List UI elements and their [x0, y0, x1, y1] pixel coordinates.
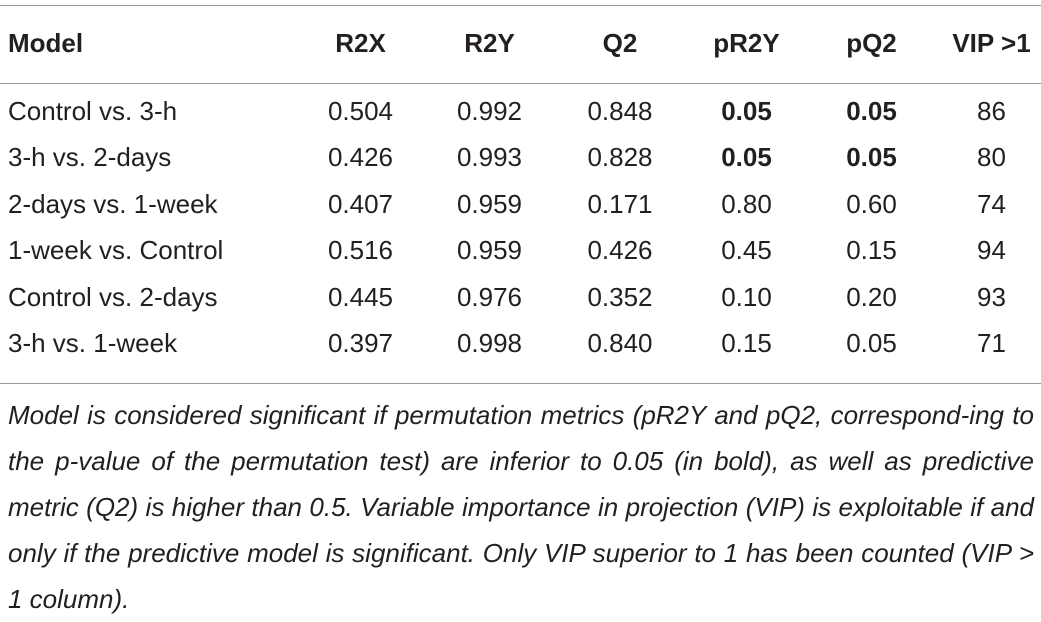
- cell-vip: 86: [977, 95, 1006, 126]
- table-row: 2-days vs. 1-week 0.407 0.959 0.171 0.80 0.60…: [0, 181, 1041, 228]
- cell-r2x: 0.397: [327, 328, 394, 359]
- table-footnote: Model is considered significant if permu…: [8, 400, 1034, 614]
- cell-r2x: 0.504: [327, 95, 394, 126]
- cell-vip: 74: [977, 188, 1006, 219]
- cell-pr2y: 0.15: [721, 328, 772, 359]
- cell-pq2: 0.15: [846, 235, 897, 266]
- cell-pq2: 0.05: [846, 328, 897, 359]
- cell-q2: 0.426: [587, 235, 653, 266]
- cell-vip: 93: [977, 281, 1006, 312]
- cell-pr2y: 0.45: [721, 235, 772, 266]
- cell-model: 3-h vs. 2-days: [8, 142, 172, 173]
- cell-q2: 0.352: [587, 281, 653, 312]
- cell-model: Control vs. 3-h: [8, 95, 178, 126]
- header-cell-vip: VIP >1: [952, 27, 1031, 58]
- header-row: Model R2X R2Y Q2 pR2Y pQ2 VIP >1: [0, 6, 1041, 80]
- cell-r2x: 0.516: [327, 235, 394, 266]
- table-row: Control vs. 2-days 0.445 0.976 0.352 0.10 0.2…: [0, 274, 1041, 321]
- table-row: 3-h vs. 2-days 0.426 0.993 0.828 0.05 0.05 80: [0, 135, 1041, 182]
- cell-q2: 0.840: [587, 328, 653, 359]
- table-row: 1-week vs. Control 0.516 0.959 0.426 0.45 0.1…: [0, 228, 1041, 275]
- cell-vip: 71: [977, 328, 1006, 359]
- header-cell-pr2y: pR2Y: [713, 27, 780, 58]
- header-cell-r2x: R2X: [335, 27, 386, 58]
- cell-r2y: 0.993: [456, 142, 523, 173]
- top-rule: [0, 5, 1041, 6]
- table-row: 3-h vs. 1-week 0.397 0.998 0.840 0.15 0.05 71: [0, 321, 1041, 368]
- results-table: Model R2X R2Y Q2 pR2Y pQ2 VIP >1 Control…: [0, 6, 1041, 367]
- cell-r2x: 0.426: [327, 142, 394, 173]
- cell-pr2y: 0.05: [721, 95, 772, 126]
- header-cell-model: Model: [8, 27, 84, 58]
- header-cell-r2y: R2Y: [464, 27, 515, 58]
- cell-vip: 80: [977, 142, 1006, 173]
- bottom-rule: [0, 383, 1041, 384]
- header-rule: [0, 83, 1041, 84]
- cell-pq2: 0.05: [846, 95, 897, 126]
- cell-r2y: 0.998: [456, 328, 523, 359]
- cell-q2: 0.171: [587, 188, 653, 219]
- cell-pr2y: 0.80: [721, 188, 772, 219]
- cell-pq2: 0.05: [846, 142, 897, 173]
- cell-r2x: 0.445: [327, 281, 394, 312]
- cell-vip: 94: [977, 235, 1006, 266]
- cell-r2y: 0.959: [456, 188, 523, 219]
- cell-q2: 0.828: [587, 142, 653, 173]
- cell-r2y: 0.959: [456, 235, 523, 266]
- table-figure: Model R2X R2Y Q2 pR2Y pQ2 VIP >1 Control…: [0, 5, 1041, 614]
- cell-pr2y: 0.05: [721, 142, 772, 173]
- cell-r2y: 0.976: [456, 281, 523, 312]
- cell-pq2: 0.60: [846, 188, 897, 219]
- cell-r2x: 0.407: [327, 188, 394, 219]
- header-cell-pq2: pQ2: [846, 27, 897, 58]
- cell-model: 3-h vs. 1-week: [8, 328, 178, 359]
- cell-r2y: 0.992: [456, 95, 523, 126]
- header-cell-q2: Q2: [602, 27, 638, 58]
- cell-model: Control vs. 2-days: [8, 281, 218, 312]
- cell-model: 2-days vs. 1-week: [8, 188, 218, 219]
- cell-pr2y: 0.10: [721, 281, 772, 312]
- cell-model: 1-week vs. Control: [8, 235, 224, 266]
- cell-q2: 0.848: [587, 95, 653, 126]
- table-row: Control vs. 3-h 0.504 0.992 0.848 0.05 0.05 86: [0, 80, 1041, 135]
- cell-pq2: 0.20: [846, 281, 897, 312]
